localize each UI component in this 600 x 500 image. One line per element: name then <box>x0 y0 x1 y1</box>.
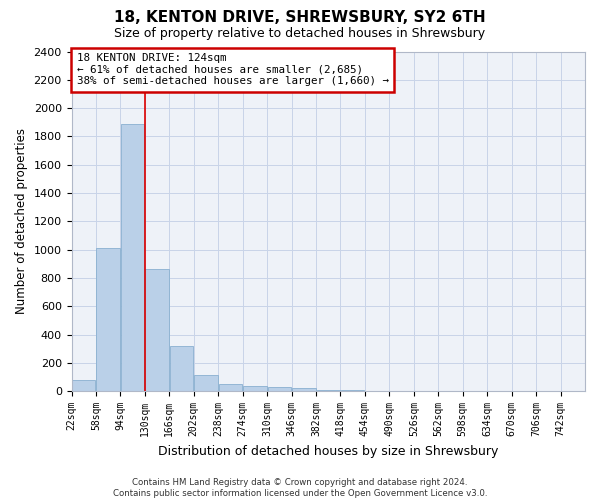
Bar <box>97 248 120 391</box>
Bar <box>268 387 291 391</box>
Text: 18, KENTON DRIVE, SHREWSBURY, SY2 6TH: 18, KENTON DRIVE, SHREWSBURY, SY2 6TH <box>114 10 486 25</box>
Bar <box>170 346 193 391</box>
Text: 18 KENTON DRIVE: 124sqm
← 61% of detached houses are smaller (2,685)
38% of semi: 18 KENTON DRIVE: 124sqm ← 61% of detache… <box>77 53 389 86</box>
Bar <box>145 270 169 391</box>
Y-axis label: Number of detached properties: Number of detached properties <box>15 128 28 314</box>
Bar <box>341 390 364 391</box>
Bar <box>194 375 218 391</box>
Bar <box>292 388 316 391</box>
Bar <box>72 380 95 391</box>
Text: Size of property relative to detached houses in Shrewsbury: Size of property relative to detached ho… <box>115 28 485 40</box>
Bar <box>121 124 145 391</box>
X-axis label: Distribution of detached houses by size in Shrewsbury: Distribution of detached houses by size … <box>158 444 499 458</box>
Bar <box>317 390 340 391</box>
Bar <box>243 386 266 391</box>
Text: Contains HM Land Registry data © Crown copyright and database right 2024.
Contai: Contains HM Land Registry data © Crown c… <box>113 478 487 498</box>
Bar <box>219 384 242 391</box>
